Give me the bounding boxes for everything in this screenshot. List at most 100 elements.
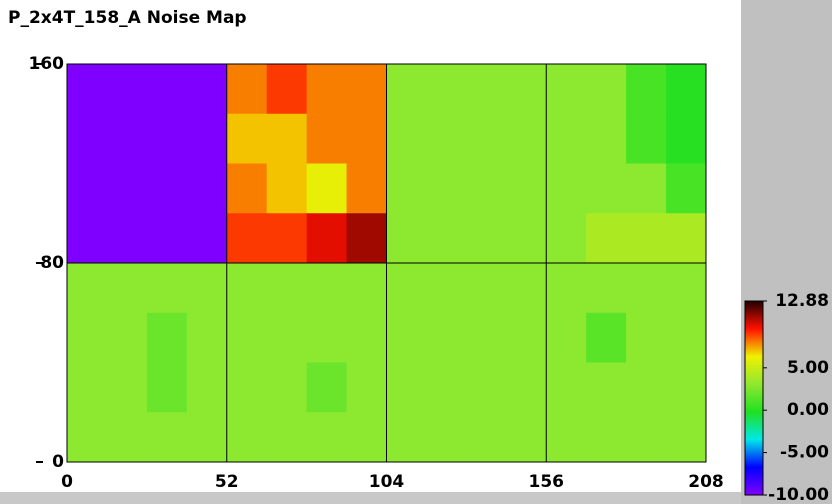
- heat-cell: [666, 412, 707, 463]
- colorbar-tick-label: 0.00: [787, 400, 829, 420]
- heat-cell: [306, 163, 348, 214]
- heat-cell: [666, 213, 707, 264]
- heat-cell: [466, 263, 507, 314]
- heat-cell: [186, 213, 228, 264]
- heat-cell: [426, 412, 467, 463]
- heat-cell: [466, 64, 507, 115]
- heat-cell: [306, 263, 348, 314]
- heat-cell: [106, 263, 148, 314]
- heat-cell: [346, 362, 387, 413]
- heat-cell: [466, 312, 507, 363]
- heat-cell: [626, 163, 667, 214]
- heat-cell: [146, 263, 188, 314]
- heat-cell: [226, 64, 268, 115]
- heat-cell: [386, 163, 427, 214]
- heat-cell: [146, 64, 188, 115]
- heat-cell: [106, 213, 148, 264]
- heat-cell: [546, 213, 587, 264]
- y-tick-label: 80: [40, 253, 64, 273]
- x-tick-label: 208: [688, 472, 724, 492]
- heat-cell: [546, 263, 587, 314]
- heat-cell: [186, 312, 228, 363]
- heat-cell: [626, 412, 667, 463]
- heat-cell: [586, 213, 627, 264]
- heat-cell: [186, 64, 228, 115]
- heat-cell: [426, 312, 467, 363]
- heat-cell: [186, 362, 228, 413]
- chart-title: P_2x4T_158_A Noise Map: [8, 8, 247, 28]
- heat-cell: [266, 412, 308, 463]
- heat-cell: [67, 213, 108, 264]
- heat-cell: [346, 163, 387, 214]
- colorbar-tick-label: 5.00: [787, 358, 829, 378]
- heat-cell: [626, 64, 667, 115]
- heat-cell: [666, 113, 707, 164]
- heat-cell: [306, 362, 348, 413]
- heat-cell: [106, 412, 148, 463]
- y-tick-label: 0: [52, 452, 64, 472]
- heat-cell: [546, 312, 587, 363]
- heat-cell: [426, 64, 467, 115]
- heat-cell: [226, 263, 268, 314]
- heat-cell: [586, 263, 627, 314]
- heat-cell: [626, 113, 667, 164]
- heat-cell: [67, 362, 108, 413]
- heat-cell: [186, 163, 228, 214]
- heat-cell: [146, 412, 188, 463]
- heat-cell: [106, 64, 148, 115]
- heat-cell: [146, 312, 188, 363]
- heat-cell: [226, 163, 268, 214]
- heat-cell: [306, 113, 348, 164]
- heat-cell: [346, 312, 387, 363]
- heat-cell: [666, 64, 707, 115]
- heat-cell: [306, 213, 348, 264]
- heat-cell: [546, 113, 587, 164]
- heat-cell: [466, 113, 507, 164]
- heat-cell: [306, 64, 348, 115]
- heat-cell: [506, 362, 547, 413]
- heat-cell: [666, 263, 707, 314]
- heat-cell: [386, 362, 427, 413]
- heat-cell: [546, 362, 587, 413]
- heat-cell: [426, 213, 467, 264]
- heat-cell: [67, 312, 108, 363]
- heat-cell: [186, 412, 228, 463]
- heat-cell: [586, 163, 627, 214]
- heat-cell: [306, 312, 348, 363]
- heat-cell: [346, 64, 387, 115]
- heat-cell: [546, 163, 587, 214]
- heat-cell: [67, 64, 108, 115]
- heat-cell: [626, 263, 667, 314]
- heat-cell: [186, 263, 228, 314]
- x-tick-label: 52: [215, 472, 239, 492]
- heat-cell: [266, 312, 308, 363]
- heat-cell: [426, 362, 467, 413]
- heat-cell: [346, 412, 387, 463]
- heat-cell: [266, 263, 308, 314]
- heat-cell: [306, 412, 348, 463]
- x-tick-label: 104: [369, 472, 405, 492]
- heat-cell: [386, 312, 427, 363]
- heat-cell: [586, 412, 627, 463]
- colorbar-tick-label: -5.00: [780, 443, 829, 463]
- heat-cell: [506, 113, 547, 164]
- heat-cell: [666, 163, 707, 214]
- heat-cell: [386, 113, 427, 164]
- heat-cell: [506, 64, 547, 115]
- heat-cell: [146, 362, 188, 413]
- heat-cell: [186, 113, 228, 164]
- x-tick-label: 0: [61, 472, 73, 492]
- heat-cell: [506, 163, 547, 214]
- heat-cell: [426, 263, 467, 314]
- heat-cell: [226, 412, 268, 463]
- heat-cell: [346, 213, 387, 264]
- heat-cell: [426, 113, 467, 164]
- heat-cell: [626, 213, 667, 264]
- heat-cell: [106, 163, 148, 214]
- bottom-strip: [0, 492, 741, 504]
- heat-cell: [266, 64, 308, 115]
- heat-cell: [146, 163, 188, 214]
- heat-cell: [666, 312, 707, 363]
- heat-cell: [266, 113, 308, 164]
